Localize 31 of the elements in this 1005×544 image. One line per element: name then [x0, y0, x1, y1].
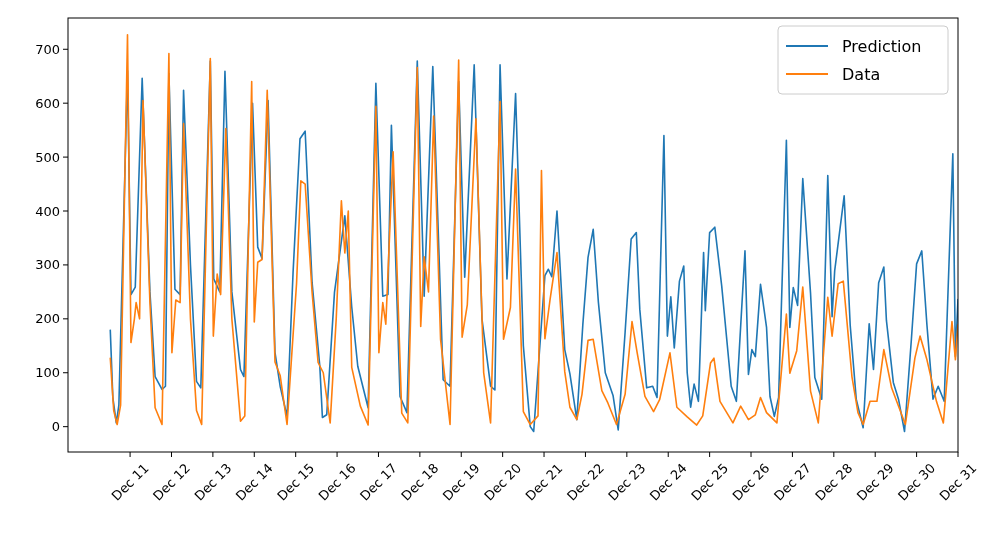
y-tick-label: 200 [35, 311, 60, 327]
x-tick-label: Dec 15 [274, 460, 318, 504]
y-tick-label: 700 [35, 41, 60, 57]
x-tick-label: Dec 27 [770, 460, 814, 504]
x-tick-label: Dec 26 [729, 460, 773, 504]
x-tick-label: Dec 29 [853, 460, 897, 504]
y-tick-label: 100 [35, 365, 60, 381]
x-tick-label: Dec 20 [481, 460, 525, 504]
x-tick-label: Dec 11 [108, 460, 152, 504]
y-tick-label: 400 [35, 203, 60, 219]
x-tick-label: Dec 12 [150, 460, 194, 504]
x-tick-label: Dec 13 [191, 460, 235, 504]
x-tick-label: Dec 23 [605, 460, 649, 504]
y-tick-label: 600 [35, 95, 60, 111]
x-tick-label: Dec 19 [439, 460, 483, 504]
y-tick-label: 300 [35, 257, 60, 273]
x-tick-label: Dec 28 [812, 460, 856, 504]
x-tick-label: Dec 17 [356, 460, 401, 504]
x-tick-label: Dec 16 [315, 460, 359, 504]
y-tick-label: 500 [35, 149, 60, 165]
x-tick-label: Dec 30 [895, 460, 939, 504]
legend-label: Data [842, 64, 881, 84]
legend-label: Prediction [842, 36, 922, 56]
x-tick-label: Dec 24 [646, 460, 690, 504]
x-tick-label: Dec 18 [398, 460, 442, 504]
x-tick-label: Dec 22 [563, 460, 607, 504]
x-tick-label: Dec 14 [232, 460, 276, 504]
x-tick-label: Dec 25 [688, 460, 732, 504]
y-tick-label: 0 [51, 419, 60, 435]
x-tick-label: Dec 31 [936, 460, 980, 504]
x-tick-label: Dec 21 [522, 460, 566, 504]
